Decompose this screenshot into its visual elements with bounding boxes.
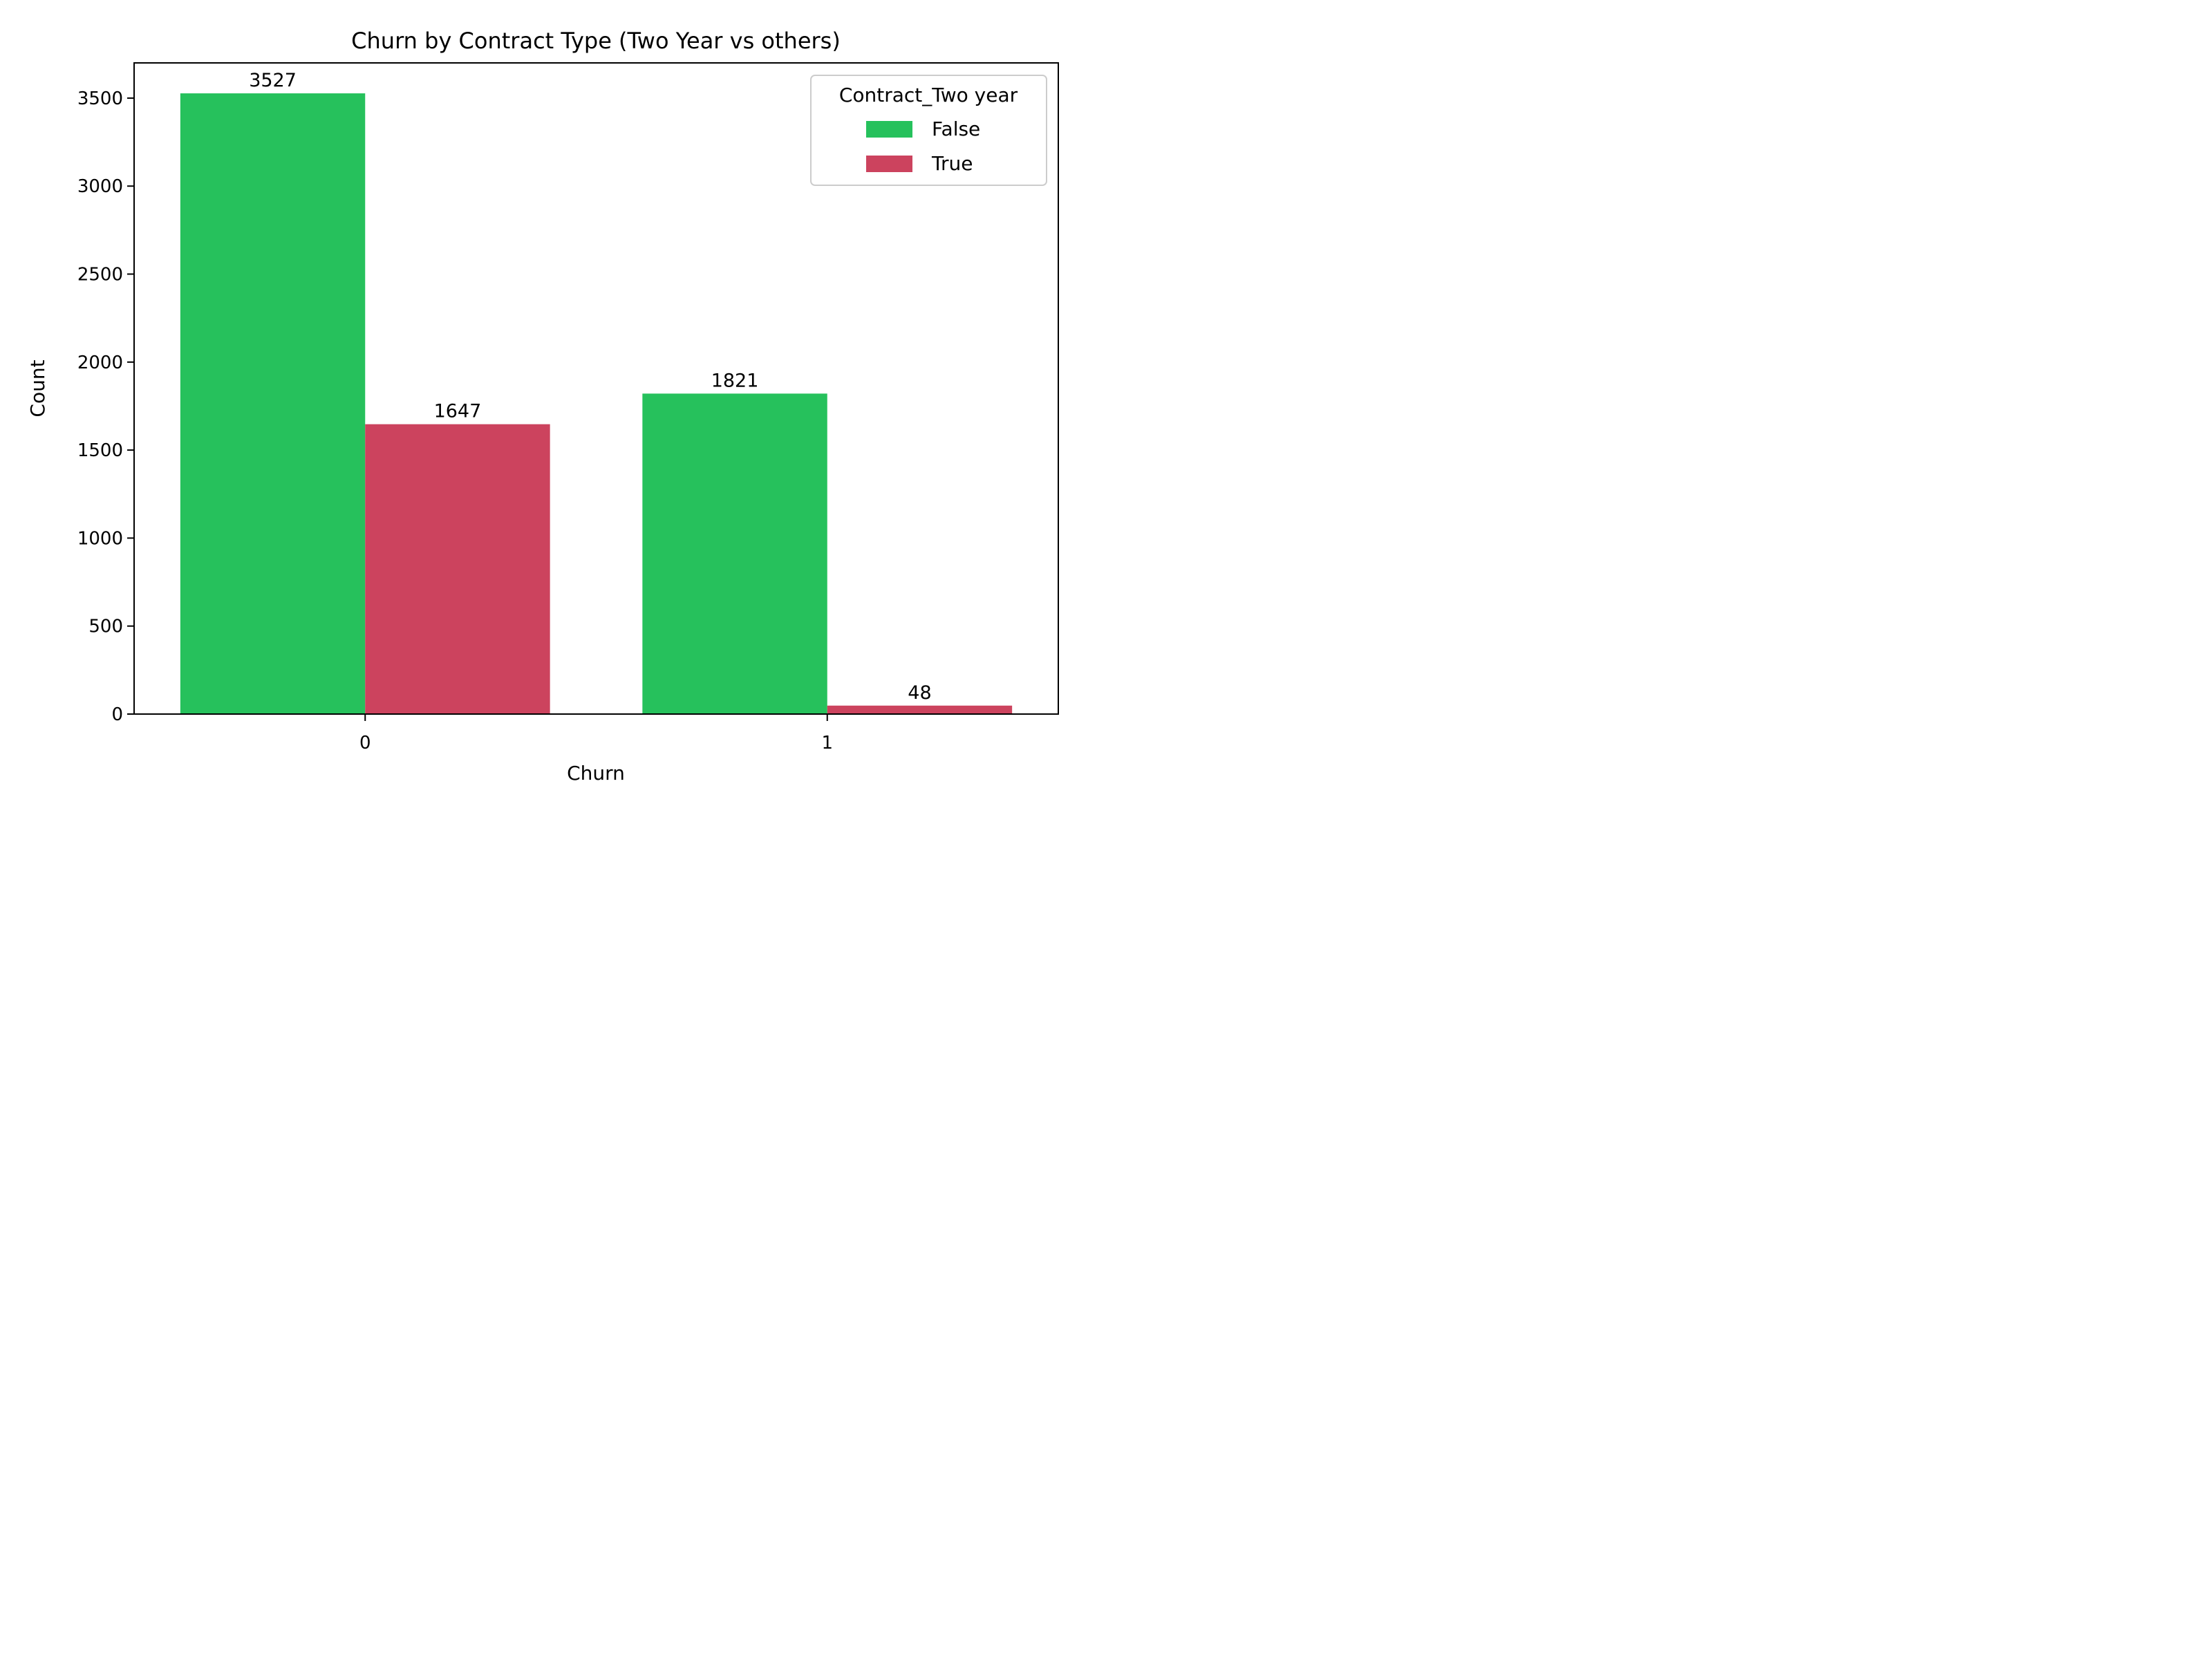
x-tick-label: 0: [359, 733, 371, 753]
legend-title: Contract_Two year: [839, 84, 1018, 106]
bar-true-churn-1: [827, 705, 1013, 714]
y-tick-label: 2500: [77, 265, 123, 285]
y-axis: 0 500 1000 1500 2000 2500 3000 3500: [77, 88, 134, 725]
y-tick-label: 3000: [77, 176, 123, 197]
y-tick-label: 1000: [77, 528, 123, 549]
bar-chart: Churn by Contract Type (Two Year vs othe…: [0, 0, 1084, 813]
y-tick-label: 2000: [77, 353, 123, 373]
data-label-false-churn-0: 3527: [249, 70, 297, 91]
bar-false-churn-0: [180, 93, 366, 714]
legend-swatch-true: [866, 156, 912, 172]
legend-label-false: False: [932, 118, 980, 140]
y-tick-label: 3500: [77, 88, 123, 109]
data-label-true-churn-1: 48: [908, 682, 931, 704]
chart-title: Churn by Contract Type (Two Year vs othe…: [351, 28, 841, 54]
bars-group: [180, 93, 1013, 714]
legend: Contract_Two year False True: [810, 75, 1047, 186]
bar-true-churn-0: [365, 424, 550, 714]
data-label-true-churn-0: 1647: [434, 401, 482, 422]
y-axis-label: Count: [26, 359, 49, 417]
y-tick-label: 500: [88, 617, 123, 637]
x-axis-label: Churn: [567, 762, 625, 785]
plot-frame: [133, 62, 1059, 715]
legend-label-true: True: [931, 152, 973, 175]
data-labels-group: 3527 1821 1647 48: [249, 70, 931, 704]
legend-entries: False True: [866, 118, 980, 175]
bar-false-churn-1: [642, 393, 827, 714]
y-tick-label: 1500: [77, 440, 123, 461]
legend-swatch-false: [866, 121, 912, 138]
y-tick-label: 0: [111, 704, 123, 725]
x-tick-label: 1: [821, 733, 833, 753]
data-label-false-churn-1: 1821: [711, 370, 759, 391]
